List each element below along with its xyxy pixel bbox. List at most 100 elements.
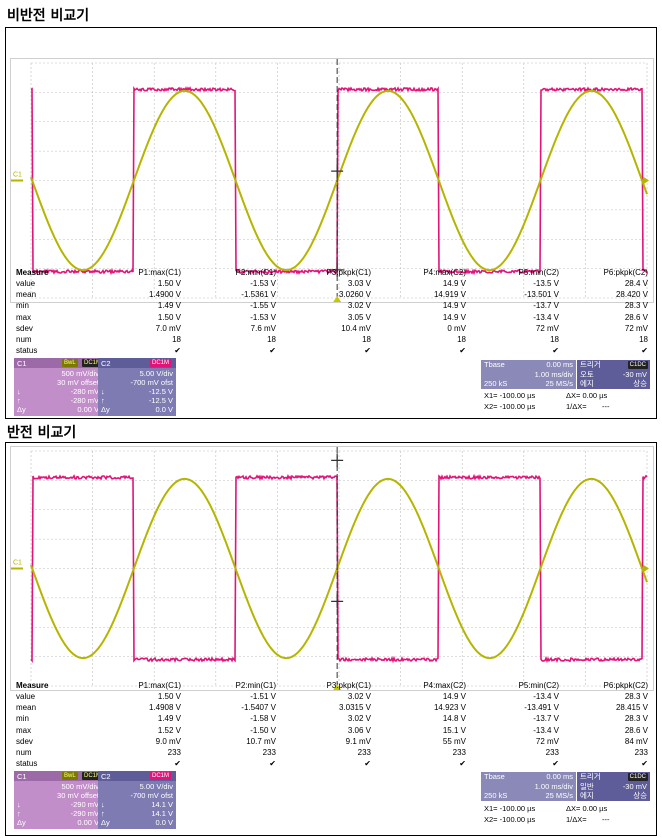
measure-value: 233 [186,748,276,757]
trigger-slope: 상승 [633,379,647,388]
status-check-icon: ✔ [186,759,276,768]
measure-value: -13.4 V [469,726,559,735]
measure-value: 233 [376,748,466,757]
measure-value: -1.51 V [186,692,276,701]
status-check-icon: ✔ [281,346,371,355]
measure-value: -13.5 V [469,279,559,288]
trigger-level-icon [643,177,649,185]
waveform-plot: C1 [11,59,653,302]
trigger-box[interactable]: 트리거 C1DC 일반 -30 mV 에지 상승 [577,772,650,801]
status-check-icon: ✔ [558,759,648,768]
measure-value: 3.02 V [281,692,371,701]
measure-value: 28.420 V [558,290,648,299]
cursor-x2: X2= -100.00 µs [484,815,535,824]
status-check-icon: ✔ [91,759,181,768]
column-header: P2:min(C1) [186,268,276,277]
scope-panel-non-inverting: C1 Measure P1:max(C1) P2:min(C1) P3:pkpk… [5,27,657,419]
column-header: P6:pkpk(C2) [558,268,648,277]
cursor-up-icon: ↑ [17,396,21,405]
status-check-icon: ✔ [186,346,276,355]
measure-value: 3.03 V [281,279,371,288]
channel-c2-name: C2 [101,772,111,781]
trigger-box[interactable]: 트리거 C1DC 오토 -30 mV 에지 상승 [577,360,650,389]
cursor-up-icon: ↑ [101,396,105,405]
delta-y-label: Δy [101,405,110,414]
timebase-box[interactable]: Tbase 0.00 ms 1.00 ms/div 250 kS 25 MS/s [481,772,576,801]
measure-value: 14.919 V [376,290,466,299]
measure-value: 14.8 V [376,714,466,723]
scope-panel-inverting: C1 Measure P1:max(C1) P2:min(C1) P3:pkpk… [5,442,657,836]
measure-row-label: status [16,759,37,768]
measure-value: 72 mV [558,324,648,333]
channel-c1-vdiv: 500 mV/div [61,782,99,791]
cursor-inv-dx: --- [602,402,610,411]
measure-value: 1.4900 V [91,290,181,299]
column-header: P5:min(C2) [469,681,559,690]
waveform-display[interactable]: C1 [10,446,654,691]
trigger-source-tag: C1DC [628,773,648,781]
measure-value: 9.0 mV [91,737,181,746]
grid [31,451,647,686]
measure-value: 9.1 mV [281,737,371,746]
measure-row: max 1.52 V -1.50 V 3.06 V 15.1 V -13.4 V 28.6 … [6,726,656,737]
cursor-x1: X1= -100.00 µs [484,804,535,813]
channel-c2-box[interactable]: C2 DC1M 5.00 V/div -700 mV ofst ↓ -12.5 V… [98,358,176,416]
measure-value: 28.3 V [558,301,648,310]
measure-value: 3.05 V [281,313,371,322]
timebase-box[interactable]: Tbase 0.00 ms 1.00 ms/div 250 kS 25 MS/s [481,360,576,389]
timebase-samples: 250 kS [484,791,507,800]
coupling-tag: DC1M [150,772,171,780]
measure-row: mean 1.4908 V -1.5407 V 3.0315 V 14.923 V -13… [6,703,656,714]
timebase-samples: 250 kS [484,379,507,388]
measure-row: num 18 18 18 18 18 18 [6,335,656,346]
measure-value: 233 [469,748,559,757]
measure-value: 3.02 V [281,714,371,723]
measure-row: min 1.49 V -1.55 V 3.02 V 14.9 V -13.7 V 28.3 … [6,301,656,312]
measure-value: -1.5361 V [186,290,276,299]
measure-value: -1.58 V [186,714,276,723]
cursor-inv-dx-label: 1/ΔX= [566,402,587,411]
cursor-crosshair-icon[interactable] [331,453,343,467]
trigger-source-tag: C1DC [628,361,648,369]
measure-value: 55 mV [376,737,466,746]
measure-value: 3.06 V [281,726,371,735]
column-header: P1:max(C1) [91,268,181,277]
measure-value: -1.5407 V [186,703,276,712]
measure-value: 18 [469,335,559,344]
trigger-slope: 상승 [633,791,647,800]
channel-c1-box[interactable]: C1 BwL DC1M 500 mV/div 30 mV offset ↓ -29… [14,771,102,829]
cursor-down-icon: ↓ [101,800,105,809]
waveform-display[interactable]: C1 [10,58,654,303]
status-check-icon: ✔ [469,759,559,768]
measure-value: 7.0 mV [91,324,181,333]
measure-value: 18 [376,335,466,344]
cursor-crosshair-icon[interactable] [331,594,343,608]
measure-value: 28.4 V [558,279,648,288]
measure-value: 28.3 V [558,714,648,723]
trigger-type: 에지 [580,379,594,388]
column-header: P2:min(C1) [186,681,276,690]
channel-c1-name: C1 [17,359,27,368]
measure-row-label: sdev [16,324,33,333]
cursor-inv-dx: --- [602,815,610,824]
measure-row-label: num [16,748,32,757]
timebase-rate: 25 MS/s [545,379,573,388]
channel-c1-cursor2: -280 mV [71,396,99,405]
channel-c2-vdiv: 5.00 V/div [140,369,173,378]
measure-value: 18 [281,335,371,344]
timebase-rate: 25 MS/s [545,791,573,800]
delta-y-label: Δy [101,818,110,827]
channel-c2-box[interactable]: C2 DC1M 5.00 V/div -700 mV ofst ↓ 14.1 V … [98,771,176,829]
measure-value: 14.923 V [376,703,466,712]
cursor-dx: ΔX= 0.00 µs [566,804,607,813]
measure-row-label: min [16,714,29,723]
status-check-icon: ✔ [91,346,181,355]
cursor-up-icon: ↑ [17,809,21,818]
cursor-x2: X2= -100.00 µs [484,402,535,411]
channel-c1-box[interactable]: C1 BwL DC1M 500 mV/div 30 mV offset ↓ -28… [14,358,102,416]
measure-title: Measure [16,681,48,690]
timebase-label: Tbase [484,772,505,781]
cursor-readout: X1= -100.00 µs ΔX= 0.00 µs X2= -100.00 µ… [484,391,654,415]
measure-value: 233 [281,748,371,757]
